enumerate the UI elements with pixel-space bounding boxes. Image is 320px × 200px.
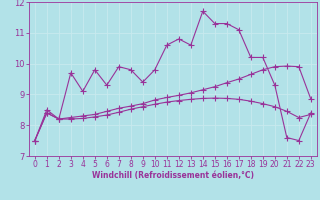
X-axis label: Windchill (Refroidissement éolien,°C): Windchill (Refroidissement éolien,°C) (92, 171, 254, 180)
